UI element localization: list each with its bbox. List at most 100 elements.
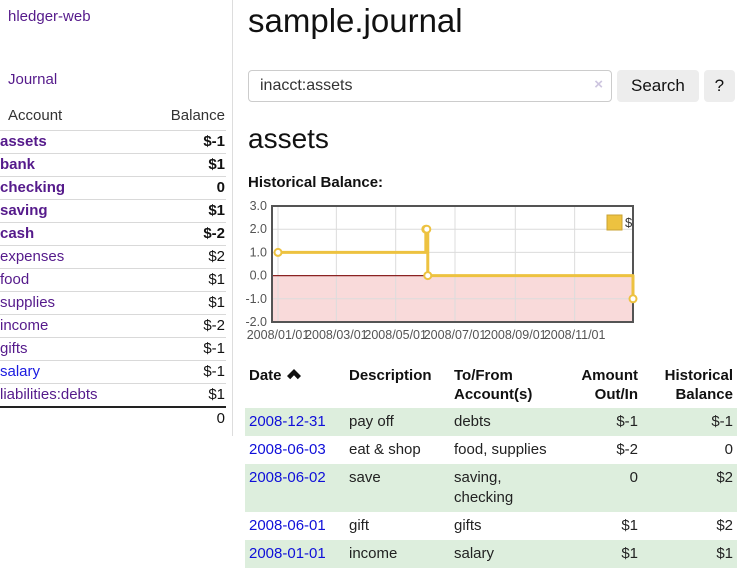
column-header-description: Description [349,367,432,384]
transaction-balance: $1 [716,545,733,562]
transaction-balance: $2 [716,517,733,534]
plot-border [271,205,634,323]
transaction-description: gift [349,517,370,534]
search-input[interactable] [248,70,612,102]
transaction-date-link[interactable]: 2008-06-01 [249,517,326,534]
help-button[interactable]: ? [703,70,735,102]
accounts-header-balance: Balance [170,107,225,124]
data-point [628,294,638,304]
transaction-balance: $2 [716,469,733,486]
account-link-assets[interactable]: assets [0,133,47,150]
account-link-supplies[interactable]: supplies [0,294,56,311]
account-link-gifts[interactable]: gifts [0,340,28,357]
column-header-amount: Amount Out/In [581,367,638,403]
transaction-amount: $1 [621,517,638,534]
column-header-accounts: To/From Account(s) [454,367,533,403]
y-tick-label: 3.0 [250,200,267,213]
brand-link[interactable]: hledger-web [8,8,91,25]
search-button[interactable]: Search [617,70,699,102]
x-tick-label: 2008/03/01 [305,328,368,342]
transaction-accounts: gifts [454,517,482,534]
register-table: Date Description To/From Account(s) Amou… [245,362,737,568]
register-row: 2008-06-01 gift gifts $1 $2 [245,512,737,540]
account-row: cash $-2 [0,222,226,246]
transaction-date-link[interactable]: 2008-06-03 [249,441,326,458]
account-balance: 0 [144,176,226,200]
x-tick-label: 2008/05/01 [364,328,427,342]
account-link-income[interactable]: income [0,317,49,334]
account-balance: $1 [144,199,226,223]
account-row: saving $1 [0,199,226,223]
account-row: bank $1 [0,153,226,177]
legend-label: $ [625,215,633,230]
account-link-cash[interactable]: cash [0,225,35,242]
accounts-table: Account Balance assets $-1 bank $1 check… [0,105,226,430]
account-balance: $1 [144,291,226,315]
data-point [273,247,283,257]
account-balance: $-2 [144,222,226,246]
register-row: 2008-06-03 eat & shop food, supplies $-2… [245,436,737,464]
x-tick-label: 2008/11/01 [544,328,606,342]
sidebar-item-journal[interactable]: Journal [8,71,58,88]
transaction-description: eat & shop [349,441,421,458]
register-row: 2008-06-02 save saving, checking 0 $2 [245,464,737,512]
y-tick-label: -1.0 [245,292,267,306]
clear-search-icon[interactable]: × [594,76,603,93]
account-balance: $1 [144,383,226,407]
legend-swatch [606,214,623,231]
transaction-date-link[interactable]: 2008-12-31 [249,413,326,430]
account-row: food $1 [0,268,226,292]
account-link-checking[interactable]: checking [0,179,66,196]
register-row: 2008-01-01 income salary $1 $1 [245,540,737,568]
account-row: checking 0 [0,176,226,200]
account-balance: $1 [144,153,226,177]
x-tick-label: 2008/07/01 [424,328,487,342]
account-row: supplies $1 [0,291,226,315]
transaction-accounts: debts [454,413,491,430]
transaction-amount: $1 [621,545,638,562]
data-point [423,271,433,281]
register-header-row: Date Description To/From Account(s) Amou… [245,362,737,408]
account-link-liabilities-debts[interactable]: liabilities:debts [0,386,98,403]
historical-balance-chart: 3.0 2.0 1.0 0.0 -1.0 -2.02008/01/012008/03/01… [245,200,638,342]
page-title: sample.journal [248,2,463,39]
x-tick-label: 2008/09/01 [484,328,547,342]
transaction-description: save [349,469,381,486]
search-form: × Search ? [248,70,735,102]
x-tick-label: 2008/01/01 [247,328,310,342]
account-row: assets $-1 [0,130,226,154]
account-balance: $-2 [144,314,226,338]
transaction-balance: 0 [724,441,733,458]
transaction-description: income [349,545,398,562]
accounts-total-row: 0 [0,406,226,430]
account-row: income $-2 [0,314,226,338]
accounts-header-account: Account [8,107,63,124]
transaction-description: pay off [349,413,394,430]
y-tick-label: 0.0 [250,269,267,283]
chart-heading: Historical Balance: [248,174,384,191]
account-link-food[interactable]: food [0,271,30,288]
account-link-salary[interactable]: salary [0,363,41,380]
accounts-total-value: 0 [144,406,226,430]
account-link-saving[interactable]: saving [0,202,48,219]
account-balance: $2 [144,245,226,269]
transaction-accounts: food, supplies [454,441,547,458]
transaction-amount: $-1 [616,413,638,430]
transaction-date-link[interactable]: 2008-06-02 [249,469,326,486]
chevron-up-icon [286,366,301,385]
account-row: salary $-1 [0,360,226,384]
transaction-amount: $-2 [616,441,638,458]
transaction-amount: 0 [629,469,638,486]
y-tick-label: -2.0 [245,315,267,329]
transaction-date-link[interactable]: 2008-01-01 [249,545,326,562]
transaction-balance: $-1 [711,413,733,430]
account-row: liabilities:debts $1 [0,383,226,407]
account-link-bank[interactable]: bank [0,156,36,173]
account-balance: $1 [144,268,226,292]
transaction-accounts: salary [454,545,495,562]
sidebar-divider [232,0,233,436]
y-tick-label: 1.0 [250,245,267,259]
y-tick-label: 2.0 [250,222,267,236]
account-link-expenses[interactable]: expenses [0,248,65,265]
column-header-date[interactable]: Date [245,362,345,408]
